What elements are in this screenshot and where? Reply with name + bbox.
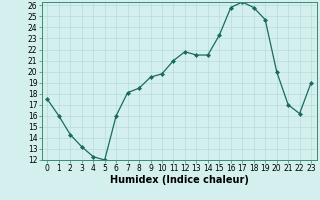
X-axis label: Humidex (Indice chaleur): Humidex (Indice chaleur)	[110, 175, 249, 185]
